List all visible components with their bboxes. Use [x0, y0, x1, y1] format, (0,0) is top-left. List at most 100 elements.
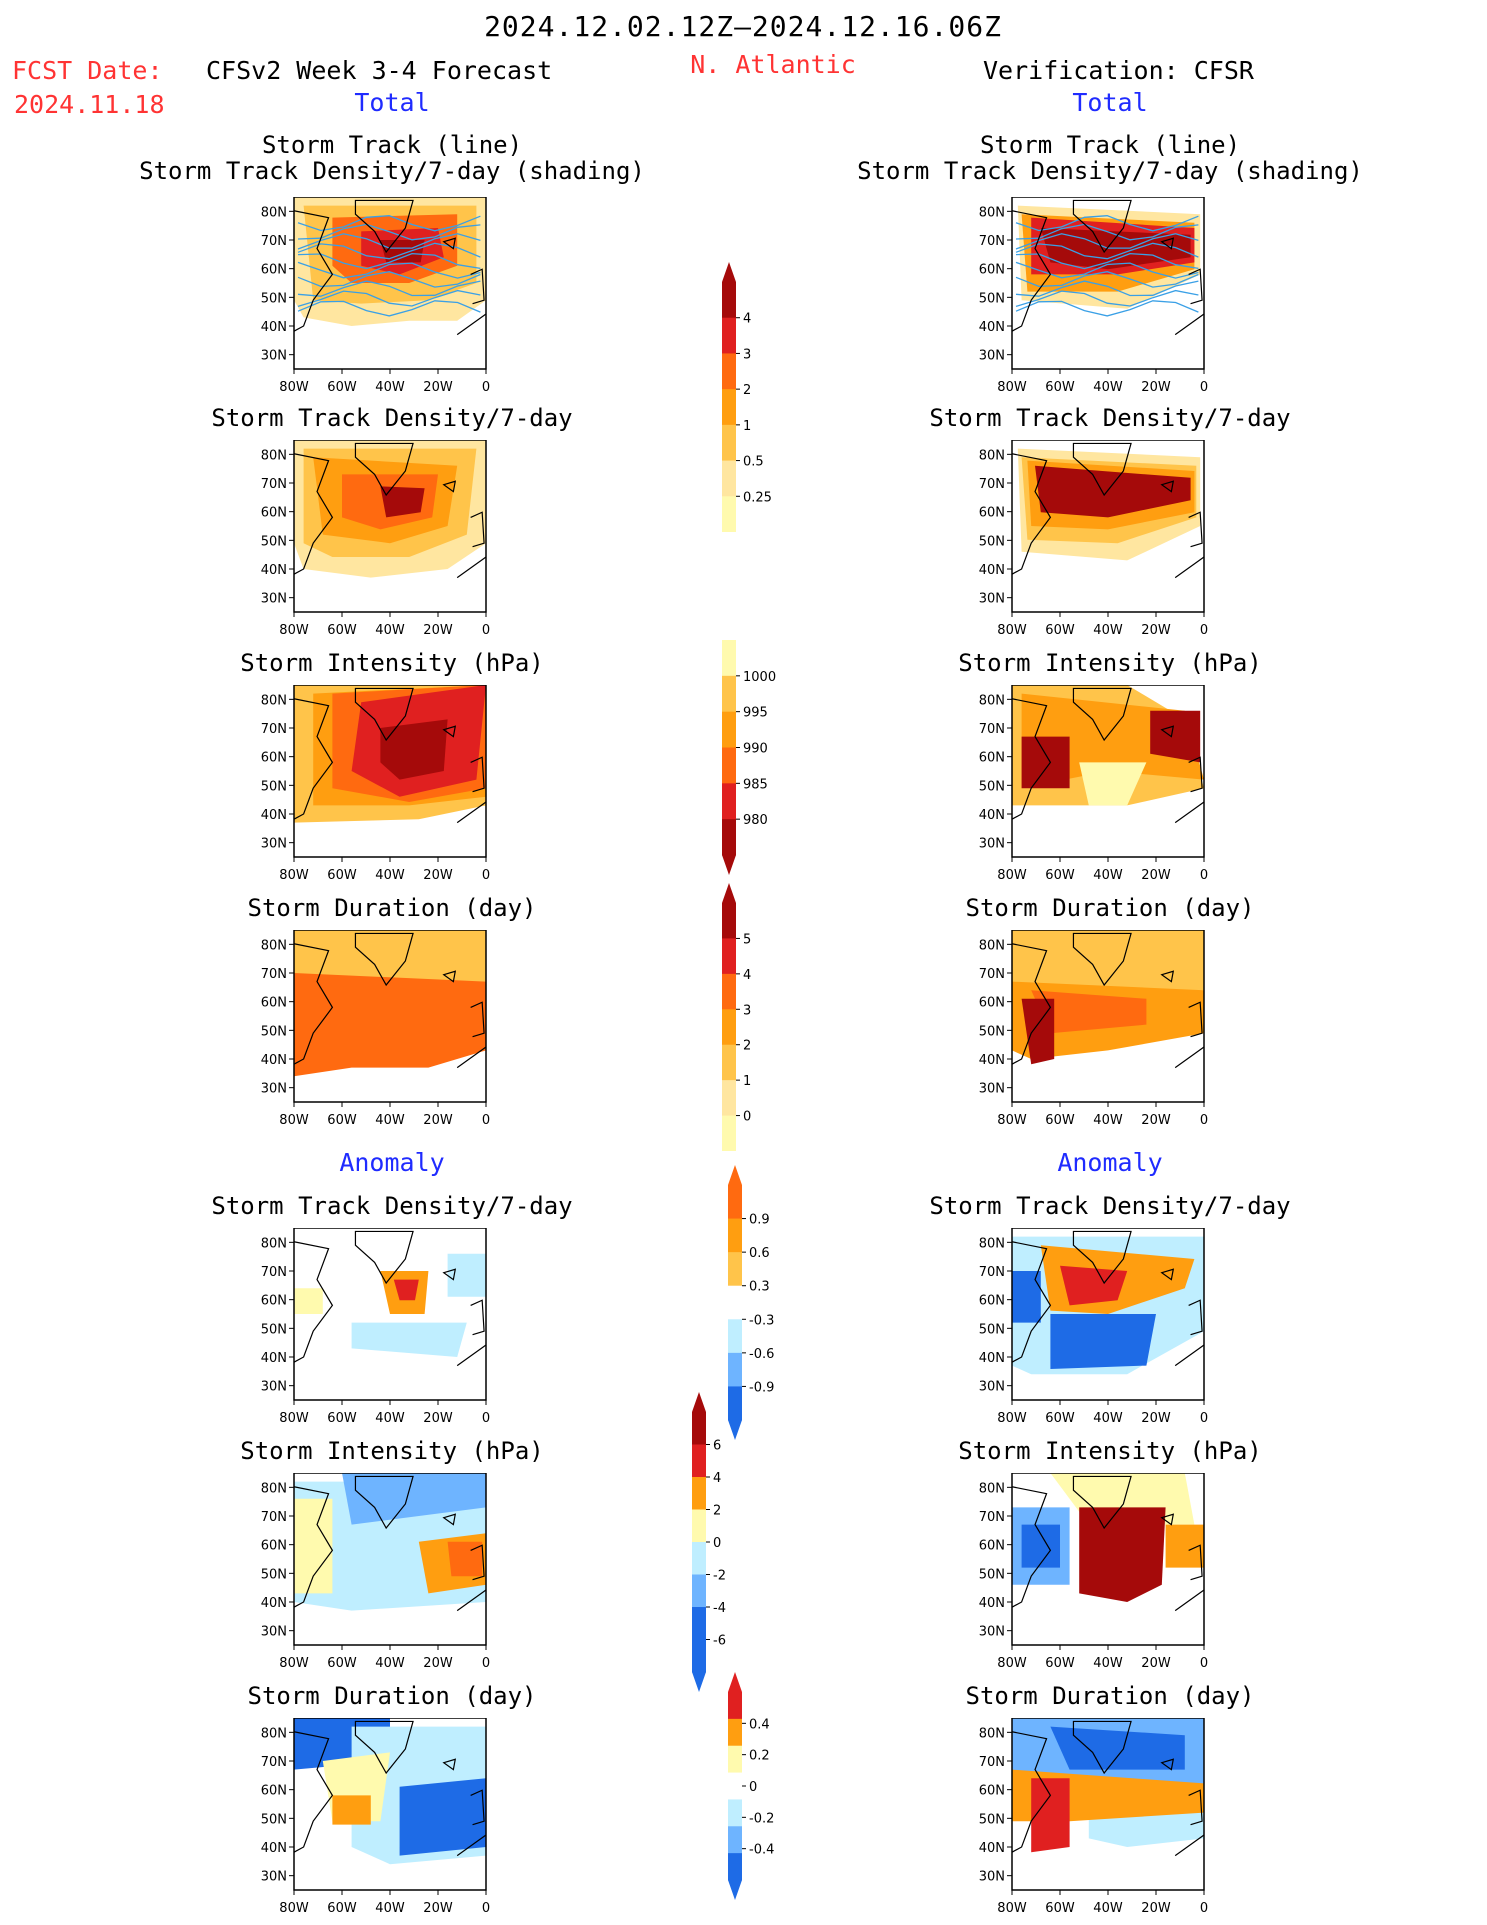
shaded-region — [1035, 465, 1191, 518]
storm-track-line — [1015, 223, 1199, 241]
lat-tick-label: 50N — [979, 1567, 1005, 1582]
colorbar-label: -4 — [713, 1601, 726, 1616]
storm-track-line — [1015, 289, 1199, 308]
lat-tick-label: 70N — [261, 722, 287, 737]
colorbar-label: 0 — [713, 1536, 721, 1551]
colorbar-label: 3 — [743, 1003, 751, 1018]
shaded-region — [351, 1322, 467, 1357]
lon-tick-label: 80W — [997, 1901, 1027, 1916]
colorbar-arrow-top — [722, 883, 736, 903]
model-title: CFSv2 Week 3-4 Forecast — [206, 56, 553, 85]
lat-tick-label: 40N — [979, 563, 1005, 578]
lon-tick-label: 80W — [279, 1411, 309, 1426]
lat-tick-label: 80N — [261, 1726, 287, 1741]
colorbar-segment — [722, 317, 736, 354]
panel-title-ob-dur-anom: Storm Duration (day) — [965, 1682, 1255, 1710]
storm-track-line — [297, 252, 481, 270]
lon-tick-label: 0 — [482, 1901, 490, 1916]
lat-tick-label: 50N — [261, 291, 287, 306]
lon-tick-label: 40W — [375, 868, 405, 883]
lon-tick-label: 60W — [1045, 1411, 1075, 1426]
colorbar-label: 5 — [743, 932, 751, 947]
lon-tick-label: 0 — [482, 1411, 490, 1426]
shaded-region — [1079, 762, 1147, 806]
colorbar-label: 0.2 — [749, 1749, 770, 1764]
lat-tick-label: 60N — [979, 1784, 1005, 1799]
lat-tick-label: 80N — [261, 1481, 287, 1496]
coastline — [293, 1720, 487, 1857]
colorbar-segment — [722, 938, 736, 975]
panel-title-fc-int-anom: Storm Intensity (hPa) — [240, 1437, 544, 1465]
lat-tick-label: 40N — [979, 1053, 1005, 1068]
map-fc-intensity: 80N 70N 60N 50N 40N 30N 80W 60W 40W 20W 0 — [261, 685, 490, 883]
colorbar-segment — [722, 389, 736, 426]
lon-tick-label: 60W — [1045, 380, 1075, 395]
lat-tick-label: 30N — [261, 1870, 287, 1885]
storm-track-line — [1015, 215, 1199, 232]
colorbar-segment — [692, 1412, 706, 1445]
map-fc-duration: 80N 70N 60N 50N 40N 30N 80W 60W 40W 20W 0 — [261, 930, 490, 1128]
colorbar-segment — [692, 1607, 706, 1640]
lon-tick-label: 80W — [279, 1113, 309, 1128]
storm-track-line — [297, 271, 481, 288]
shaded-region — [1021, 736, 1070, 789]
coastline — [1011, 687, 1205, 824]
panel-title-ob-density: Storm Track Density/7-day — [929, 404, 1291, 432]
lon-tick-label: 60W — [327, 868, 357, 883]
panel-title-ob-track-2: Storm Track Density/7-day (shading) — [857, 157, 1363, 185]
shaded-region — [393, 1279, 419, 1301]
lon-tick-label: 60W — [327, 1901, 357, 1916]
lat-tick-label: 40N — [261, 1596, 287, 1611]
storm-track-line — [1015, 261, 1199, 279]
date-range-title: 2024.12.02.12Z–2024.12.16.06Z — [484, 10, 1002, 43]
shaded-region — [1021, 1524, 1060, 1568]
lon-tick-label: 0 — [1200, 623, 1208, 638]
colorbar-label: -6 — [713, 1634, 726, 1649]
lon-tick-label: 0 — [1200, 868, 1208, 883]
colorbar-arrow-top — [722, 262, 736, 282]
lat-tick-label: 30N — [261, 592, 287, 607]
colorbar-segment — [728, 1218, 742, 1253]
anomaly-label-left: Anomaly — [339, 1148, 445, 1177]
lon-tick-label: 20W — [1141, 1901, 1171, 1916]
panel-title-ob-int-anom: Storm Intensity (hPa) — [958, 1437, 1262, 1465]
lat-tick-label: 40N — [979, 1841, 1005, 1856]
colorbar-segment — [728, 1799, 742, 1827]
lon-tick-label: 40W — [1093, 623, 1123, 638]
panel-title-fc-dens-anom: Storm Track Density/7-day — [211, 1192, 573, 1220]
lon-tick-label: 60W — [1045, 868, 1075, 883]
lon-tick-label: 0 — [1200, 380, 1208, 395]
lat-tick-label: 80N — [979, 693, 1005, 708]
lat-tick-label: 60N — [261, 263, 287, 278]
lon-tick-label: 0 — [1200, 1113, 1208, 1128]
lat-tick-label: 80N — [979, 938, 1005, 953]
lat-tick-label: 60N — [979, 1539, 1005, 1554]
lat-tick-label: 60N — [979, 506, 1005, 521]
lon-tick-label: 60W — [1045, 1656, 1075, 1671]
map-ob-density: 80N 70N 60N 50N 40N 30N 80W 60W 40W 20W 0 — [979, 440, 1208, 638]
colorbar-label: 4 — [743, 312, 751, 327]
coastline — [1011, 442, 1205, 579]
lat-tick-label: 30N — [979, 1625, 1005, 1640]
anomaly-label-right: Anomaly — [1057, 1148, 1163, 1177]
lat-tick-label: 30N — [979, 1380, 1005, 1395]
map-fc-track: 80N 70N 60N 50N 40N 30N 80W 60W 40W 20W 0 — [261, 197, 490, 395]
storm-track-line — [297, 223, 481, 241]
lon-tick-label: 80W — [997, 868, 1027, 883]
lat-tick-label: 30N — [261, 1625, 287, 1640]
lat-tick-label: 80N — [979, 205, 1005, 220]
verification-title: Verification: CFSR — [983, 56, 1254, 85]
lon-tick-label: 60W — [327, 623, 357, 638]
shaded-region — [1031, 1778, 1070, 1853]
lat-tick-label: 70N — [261, 1265, 287, 1280]
shaded-region — [1079, 1507, 1166, 1602]
colorbar-segment — [722, 747, 736, 784]
panel-title-fc-duration: Storm Duration (day) — [247, 894, 537, 922]
lat-tick-label: 70N — [979, 477, 1005, 492]
map-fc-density: 80N 70N 60N 50N 40N 30N 80W 60W 40W 20W 0 — [261, 440, 490, 638]
lon-tick-label: 40W — [375, 1411, 405, 1426]
lat-tick-label: 70N — [261, 477, 287, 492]
lon-tick-label: 40W — [1093, 1656, 1123, 1671]
colorbar-arrow-top — [728, 1165, 742, 1185]
lon-tick-label: 0 — [1200, 1656, 1208, 1671]
